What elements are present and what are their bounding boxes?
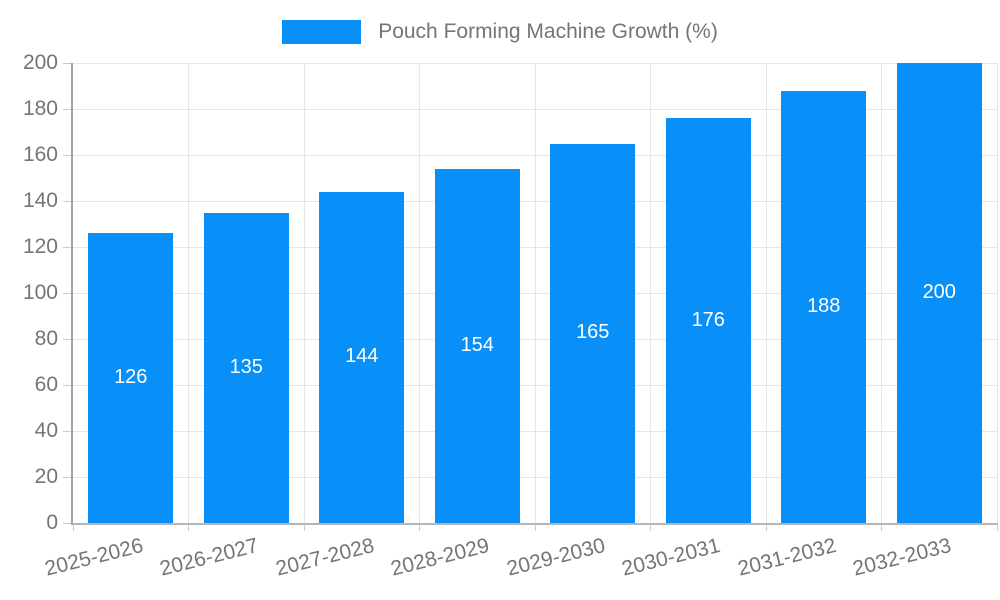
x-axis-tick bbox=[881, 523, 882, 531]
bar: 135 bbox=[203, 212, 289, 523]
v-gridline bbox=[650, 63, 651, 523]
y-tick-label: 40 bbox=[34, 419, 58, 442]
bar-value-label: 135 bbox=[229, 355, 263, 378]
y-axis-tick bbox=[63, 62, 73, 64]
x-tick-label: 2026-2027 bbox=[157, 534, 261, 581]
x-axis-tick bbox=[303, 523, 305, 531]
y-tick-label: 0 bbox=[46, 511, 58, 534]
bar: 154 bbox=[434, 168, 520, 523]
y-tick-label: 180 bbox=[22, 97, 58, 120]
x-axis-tick bbox=[650, 523, 651, 531]
legend-swatch bbox=[282, 20, 362, 44]
bar: 144 bbox=[319, 191, 405, 523]
chart-legend: Pouch Forming Machine Growth (%) bbox=[0, 16, 1000, 48]
y-axis-tick bbox=[63, 384, 73, 386]
v-gridline bbox=[881, 63, 882, 523]
y-axis-line bbox=[71, 63, 73, 525]
bar: 188 bbox=[781, 90, 867, 523]
v-gridline bbox=[419, 63, 420, 523]
x-tick-label: 2027-2028 bbox=[273, 534, 377, 581]
y-axis-tick bbox=[63, 292, 73, 294]
bar-value-label: 188 bbox=[807, 294, 841, 317]
v-gridline bbox=[765, 63, 767, 523]
v-gridline bbox=[188, 63, 189, 523]
x-axis-tick bbox=[188, 523, 189, 531]
y-tick-label: 20 bbox=[34, 465, 58, 488]
y-tick-label: 100 bbox=[22, 281, 58, 304]
x-tick-label: 2031-2032 bbox=[735, 534, 839, 581]
x-axis-tick bbox=[72, 523, 74, 531]
y-axis-tick bbox=[63, 246, 73, 248]
bar-value-label: 165 bbox=[576, 321, 610, 344]
y-tick-label: 120 bbox=[22, 235, 58, 258]
bar: 200 bbox=[896, 63, 982, 523]
y-axis-tick bbox=[63, 338, 73, 340]
bar: 165 bbox=[550, 143, 636, 523]
y-axis-tick bbox=[63, 430, 73, 432]
y-axis-tick bbox=[63, 154, 73, 156]
y-axis-tick bbox=[63, 200, 73, 202]
y-tick-label: 80 bbox=[34, 327, 58, 350]
bar-value-label: 176 bbox=[691, 308, 725, 331]
bar: 176 bbox=[665, 118, 751, 523]
bar-value-label: 154 bbox=[460, 333, 494, 356]
x-tick-label: 2029-2030 bbox=[504, 534, 608, 581]
bar-value-label: 126 bbox=[114, 366, 148, 389]
x-axis-tick bbox=[765, 523, 767, 531]
y-tick-label: 160 bbox=[22, 143, 58, 166]
v-gridline bbox=[534, 63, 536, 523]
bar-value-label: 200 bbox=[922, 281, 956, 303]
v-gridline bbox=[996, 63, 998, 523]
x-axis-tick bbox=[419, 523, 420, 531]
y-axis-tick bbox=[63, 522, 73, 524]
y-tick-label: 200 bbox=[22, 51, 58, 74]
x-axis-tick bbox=[996, 523, 998, 531]
x-tick-label: 2025-2026 bbox=[42, 534, 146, 581]
y-tick-label: 60 bbox=[34, 373, 58, 396]
y-axis-tick bbox=[63, 108, 73, 110]
bar: 126 bbox=[88, 233, 174, 523]
y-tick-label: 140 bbox=[22, 189, 58, 212]
v-gridline bbox=[303, 63, 305, 523]
x-axis-line bbox=[73, 523, 997, 525]
x-tick-label: 2028-2029 bbox=[388, 534, 492, 581]
y-axis-tick bbox=[63, 476, 73, 478]
bar-value-label: 144 bbox=[345, 345, 379, 368]
x-axis-tick bbox=[534, 523, 536, 531]
x-tick-label: 2032-2033 bbox=[850, 534, 954, 581]
legend-label: Pouch Forming Machine Growth (%) bbox=[378, 20, 718, 43]
x-tick-label: 2030-2031 bbox=[619, 534, 723, 581]
